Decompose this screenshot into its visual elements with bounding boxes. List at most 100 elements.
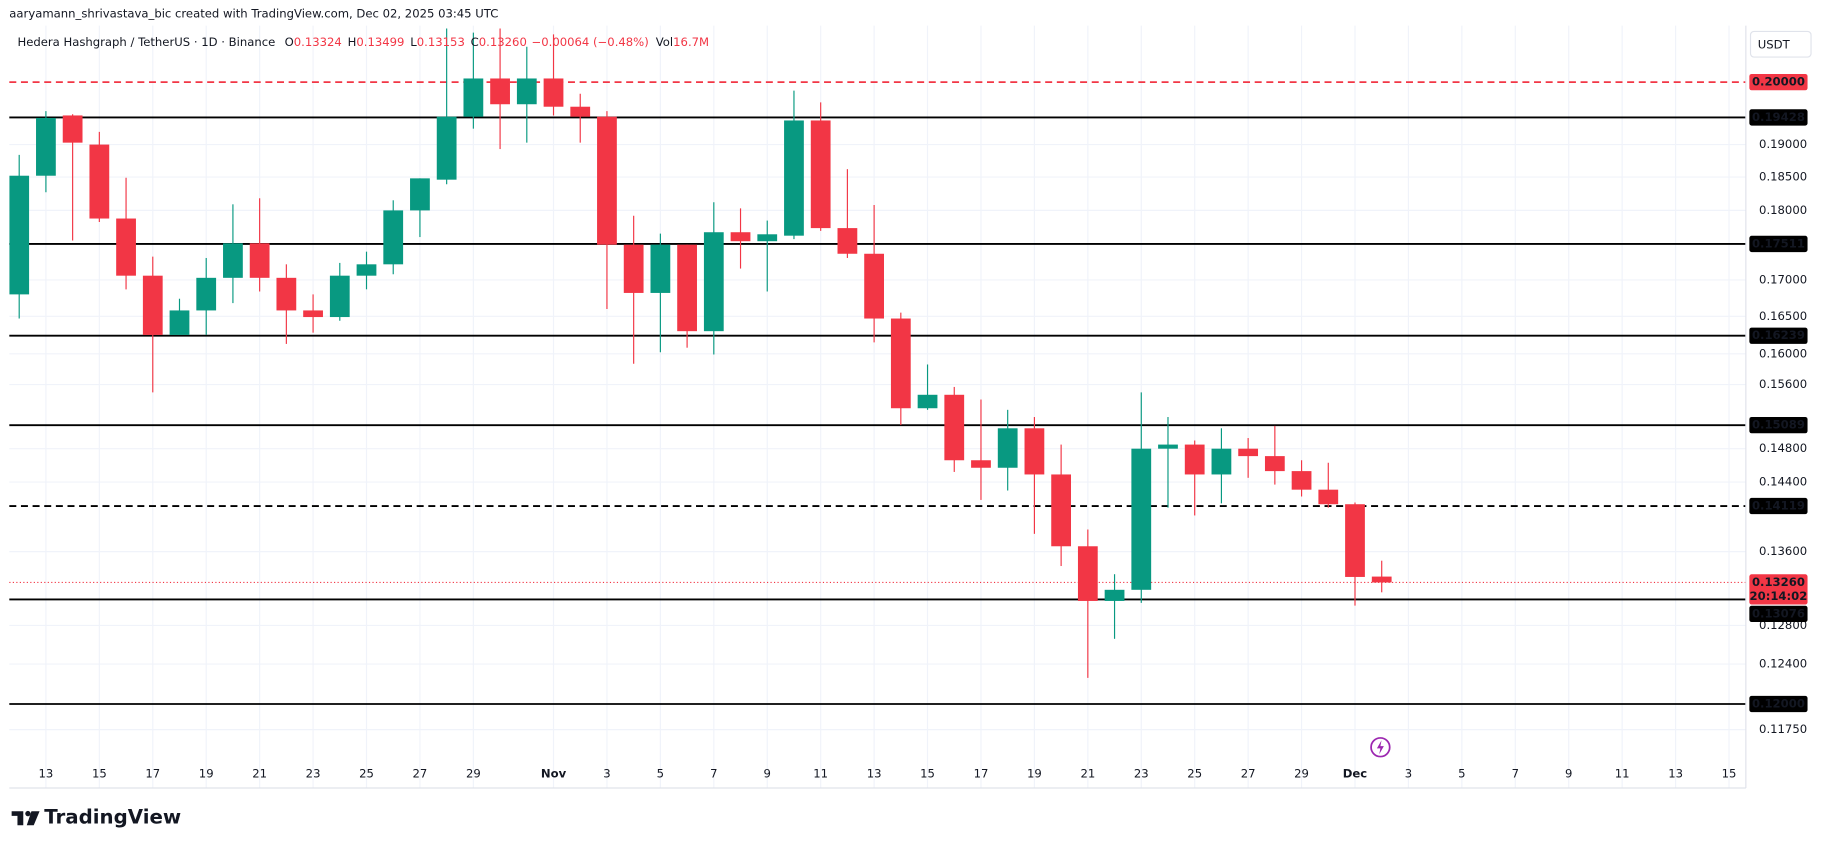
candle-body <box>169 310 190 335</box>
x-tick-label: 23 <box>306 767 321 781</box>
candle-body <box>383 210 404 265</box>
price-tag-label: 20:14:02 <box>1750 589 1808 603</box>
candle-body <box>1238 448 1259 457</box>
legend-value: 0.13499 <box>356 34 404 48</box>
x-tick-label: 13 <box>1668 767 1683 781</box>
candle-body <box>1104 589 1125 601</box>
y-tick-label: 0.18000 <box>1759 203 1807 217</box>
candle-body <box>703 232 724 332</box>
credit: aaryamann_shrivastava_bic created with T… <box>9 6 498 20</box>
legend-key: O <box>285 34 294 48</box>
candle-body <box>997 428 1018 468</box>
candle-body <box>810 120 831 229</box>
candle-body <box>677 244 697 332</box>
legend-key: L <box>410 34 417 48</box>
axis-unit: USDT <box>1758 37 1791 51</box>
candle-body <box>837 228 858 254</box>
x-tick-label: 9 <box>764 767 771 781</box>
levels <box>9 81 1746 705</box>
candle-body <box>196 277 217 311</box>
x-tick-label: 15 <box>1722 767 1737 781</box>
brand-logo-dot <box>25 810 31 817</box>
price-tag-label: 0.16239 <box>1752 328 1805 342</box>
x-tick-label: 21 <box>1080 767 1095 781</box>
candle-body <box>516 78 537 105</box>
candle-body <box>1211 448 1232 475</box>
x-tick-label: 19 <box>1027 767 1042 781</box>
x-tick-label: Dec <box>1343 767 1368 781</box>
candle-body <box>303 310 323 318</box>
candle-body <box>1077 546 1098 601</box>
x-tick-label: 5 <box>657 767 664 781</box>
x-tick-label: 11 <box>1615 767 1630 781</box>
candle-body <box>1371 576 1392 583</box>
candle-body <box>944 394 965 461</box>
candle-body <box>436 116 457 180</box>
price-tag <box>1749 416 1808 434</box>
legend-change: −0.00064 (−0.48%) <box>532 34 649 48</box>
event-bolt <box>1376 740 1384 755</box>
y-tick-label: 0.11750 <box>1759 722 1807 736</box>
candle-body <box>36 117 56 176</box>
candle-body <box>89 144 110 219</box>
candle-body <box>1158 444 1178 449</box>
candle-body <box>9 175 30 295</box>
brand-logo-slash <box>26 811 40 826</box>
candle-body <box>410 178 430 211</box>
x-tick-label: 5 <box>1458 767 1465 781</box>
price-tag <box>1749 497 1808 515</box>
candle-body <box>1024 428 1045 475</box>
candle-body <box>142 275 163 335</box>
candle-body <box>463 78 484 117</box>
candle-body <box>1291 471 1312 490</box>
candles <box>9 28 1392 678</box>
legend-value: 0.13324 <box>294 34 342 48</box>
x-tick-label: 25 <box>1187 767 1202 781</box>
x-tick-label: 15 <box>92 767 107 781</box>
candle-body <box>223 243 243 278</box>
candle-body <box>249 243 270 278</box>
candle-body <box>757 234 778 242</box>
x-tick-label: 11 <box>813 767 828 781</box>
x-tick-label: 3 <box>1405 767 1412 781</box>
unit-box <box>1749 30 1812 58</box>
price-tag <box>1749 327 1808 344</box>
candle-body <box>62 115 83 143</box>
legend-value: 0.13260 <box>479 34 527 48</box>
candle-body <box>329 275 350 318</box>
candle-body <box>1184 444 1205 475</box>
x-tick-label: 15 <box>920 767 935 781</box>
candle-body <box>543 78 564 107</box>
brand-name: TradingView <box>44 806 181 829</box>
x-tick-label: 27 <box>413 767 428 781</box>
event-icon[interactable] <box>1370 737 1391 758</box>
y-tick-label: 0.15600 <box>1759 377 1807 391</box>
price-tag <box>1749 73 1808 91</box>
axes: 0.19000 0.18500 0.18000 0.17000 0.16500 0.160… <box>39 73 1808 781</box>
price-tag <box>1749 235 1808 253</box>
price-tag-label: 0.17511 <box>1752 236 1805 250</box>
brand-logo <box>11 811 24 826</box>
price-tag-label: 0.12000 <box>1752 696 1805 710</box>
candle-body <box>116 218 136 276</box>
price-tag-label: 0.19428 <box>1752 110 1805 124</box>
x-tick-label: 13 <box>39 767 54 781</box>
price-tag <box>1749 605 1808 623</box>
legend-key: Vol <box>656 34 673 48</box>
candle-body <box>490 78 510 105</box>
candle-body <box>1345 504 1365 577</box>
y-tick-label: 0.16500 <box>1759 309 1807 323</box>
price-tag-label: 0.13260 <box>1752 575 1805 589</box>
x-tick-label: 21 <box>252 767 267 781</box>
price-tag <box>1749 109 1808 126</box>
candle-body <box>356 264 377 276</box>
price-tag-label: 0.14119 <box>1752 499 1805 513</box>
y-tick-label: 0.13600 <box>1759 544 1807 558</box>
x-tick-label: 29 <box>1294 767 1309 781</box>
grid <box>9 25 1746 788</box>
y-tick-label: 0.18500 <box>1759 170 1807 184</box>
candle-body <box>570 106 591 117</box>
x-tick-label: Nov <box>541 767 567 781</box>
